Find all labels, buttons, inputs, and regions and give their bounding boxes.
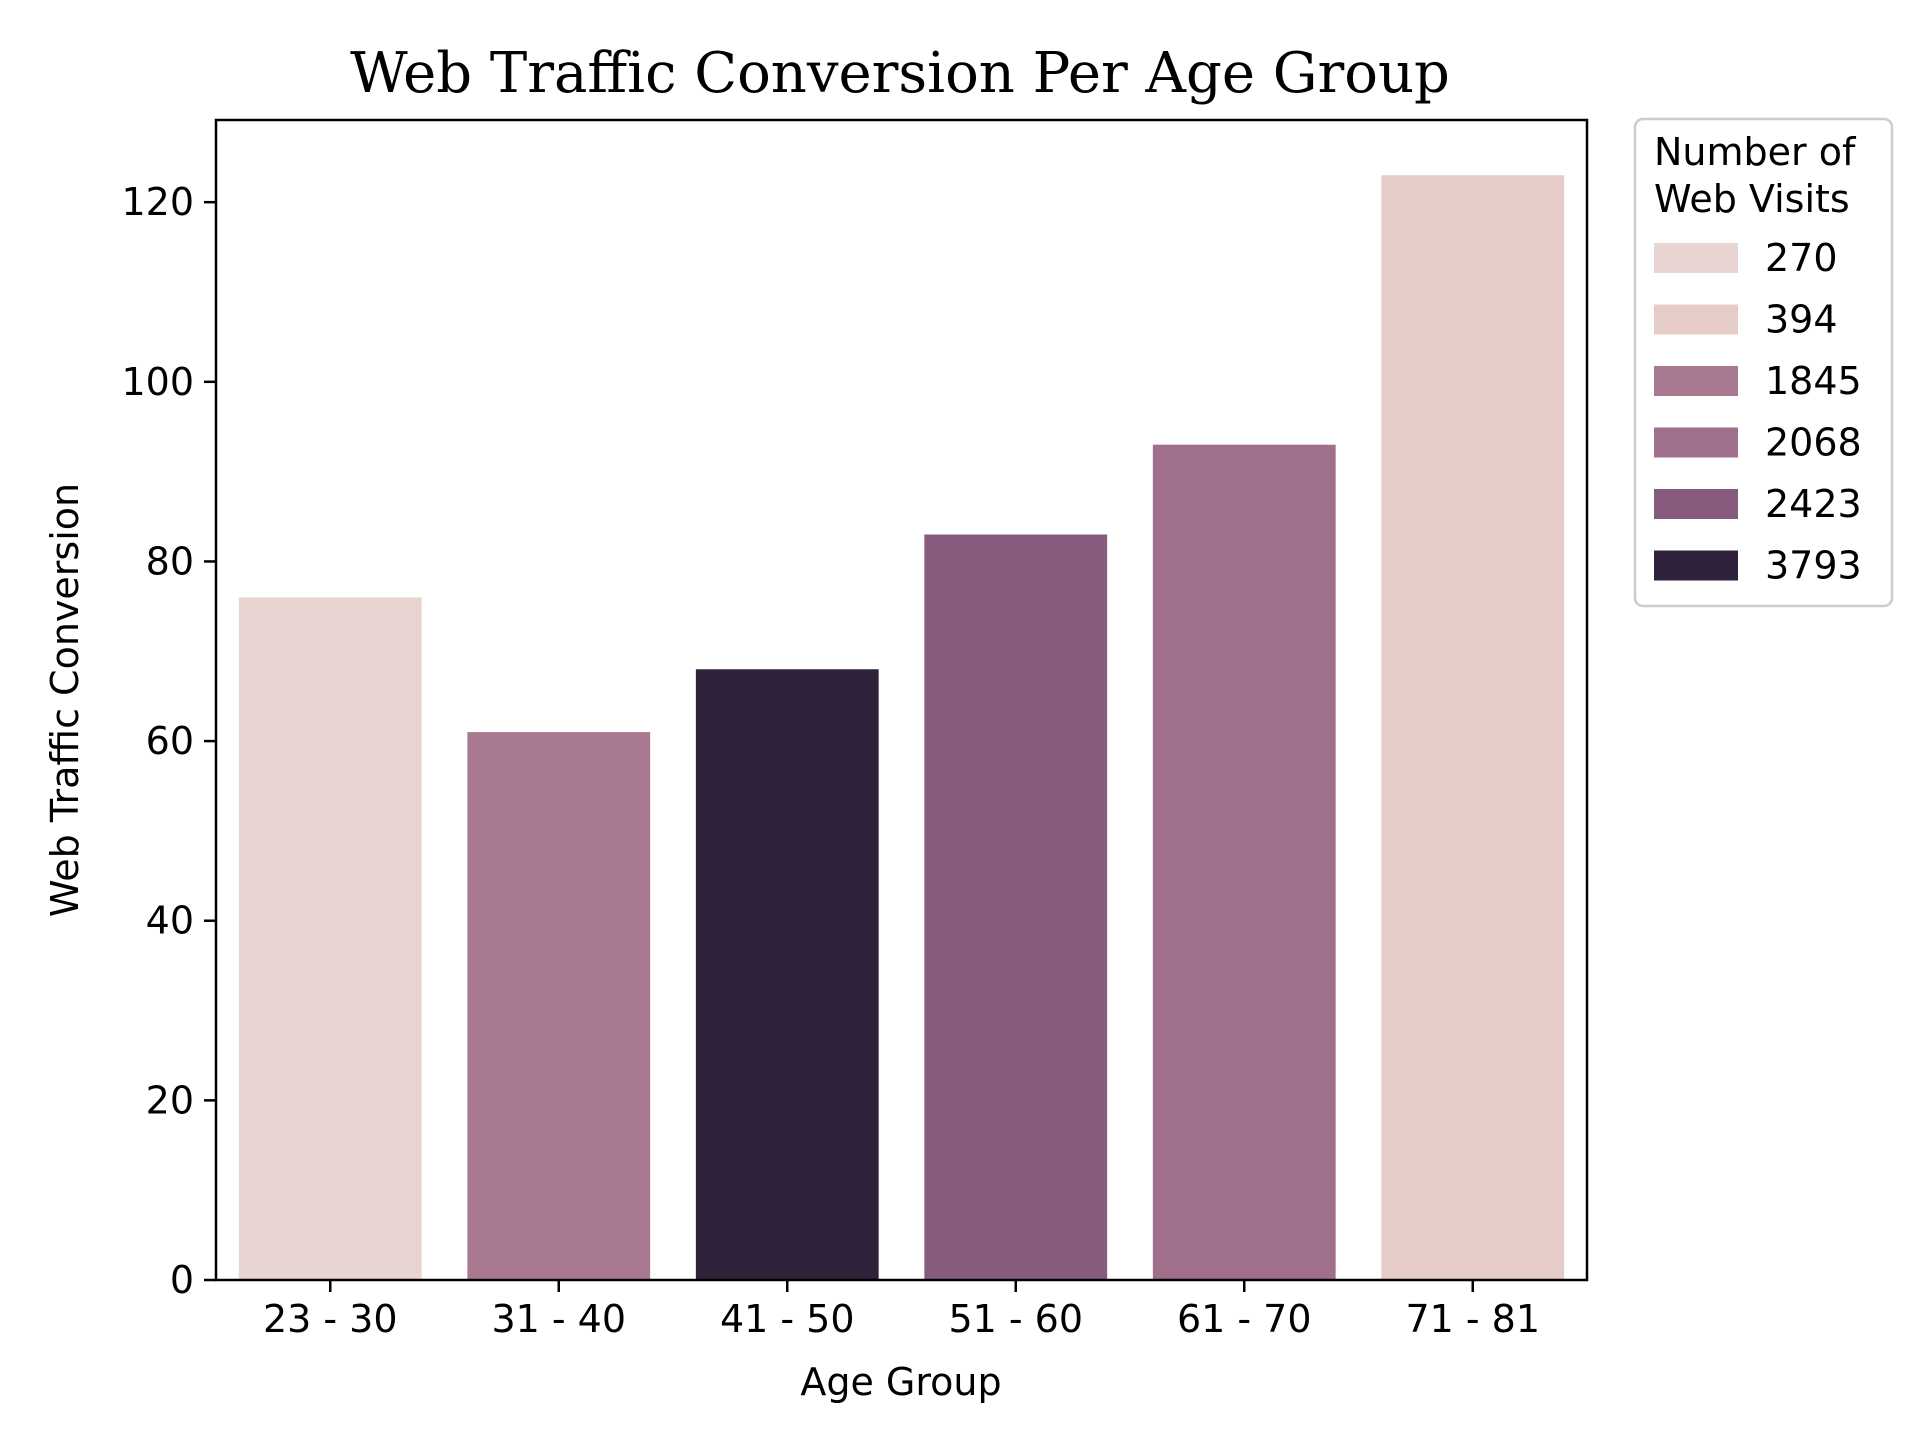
legend-label-0: 270 bbox=[1765, 236, 1838, 280]
plot-frame bbox=[214, 118, 1589, 1282]
x-tick-label-2: 41 - 50 bbox=[720, 1297, 855, 1341]
bar-2 bbox=[695, 669, 879, 1280]
legend-label-4: 2423 bbox=[1765, 482, 1862, 526]
x-tick-label-4: 61 - 70 bbox=[1177, 1297, 1312, 1341]
legend-label-5: 3793 bbox=[1765, 544, 1862, 588]
y-axis-label: Web Traffic Conversion bbox=[43, 483, 87, 917]
bar-5 bbox=[1381, 175, 1565, 1281]
x-tick-label-3: 51 - 60 bbox=[948, 1297, 1083, 1341]
x-tick-label-1: 31 - 40 bbox=[491, 1297, 626, 1341]
legend-entries: 270 394 1845 2068 2423 3793 bbox=[1654, 236, 1862, 588]
y-axis-ticks: 0 20 40 60 80 100 120 bbox=[121, 180, 216, 1302]
y-tick-label-6: 120 bbox=[121, 180, 194, 224]
legend-label-1: 394 bbox=[1765, 298, 1838, 342]
bar-0 bbox=[238, 597, 422, 1280]
legend-label-3: 2068 bbox=[1765, 421, 1862, 465]
legend-label-2: 1845 bbox=[1765, 359, 1862, 403]
x-tick-label-0: 23 - 30 bbox=[263, 1297, 398, 1341]
legend-swatch-5 bbox=[1654, 550, 1738, 581]
legend-swatch-1 bbox=[1654, 304, 1738, 335]
y-tick-label-5: 100 bbox=[121, 360, 194, 404]
legend-swatch-0 bbox=[1654, 243, 1738, 273]
legend-swatch-4 bbox=[1654, 489, 1738, 519]
legend-title-line-1: Number of bbox=[1654, 130, 1857, 174]
x-axis-ticks: 23 - 30 31 - 40 41 - 50 51 - 60 61 - 70 71 - … bbox=[263, 1280, 1540, 1341]
bar-4 bbox=[1152, 444, 1336, 1280]
y-tick-label-3: 60 bbox=[146, 719, 194, 763]
bars-group bbox=[238, 175, 1565, 1281]
bar-3 bbox=[924, 534, 1108, 1280]
legend-frame bbox=[1633, 117, 1894, 608]
y-tick-label-4: 80 bbox=[146, 539, 194, 583]
y-tick-label-0: 0 bbox=[170, 1258, 194, 1302]
chart-title: Web Traffic Conversion Per Age Group bbox=[350, 41, 1450, 106]
legend-swatch-3 bbox=[1654, 427, 1738, 458]
legend: Number of Web Visits 270 394 1845 2068 2423 3… bbox=[1633, 117, 1894, 608]
y-tick-label-1: 20 bbox=[146, 1078, 194, 1122]
legend-title-line-2: Web Visits bbox=[1654, 177, 1850, 221]
x-axis-label: Age Group bbox=[800, 1360, 1001, 1404]
legend-swatch-2 bbox=[1654, 366, 1738, 396]
bar-1 bbox=[467, 732, 651, 1280]
y-tick-label-2: 40 bbox=[146, 899, 194, 943]
x-tick-label-5: 71 - 81 bbox=[1405, 1297, 1540, 1341]
